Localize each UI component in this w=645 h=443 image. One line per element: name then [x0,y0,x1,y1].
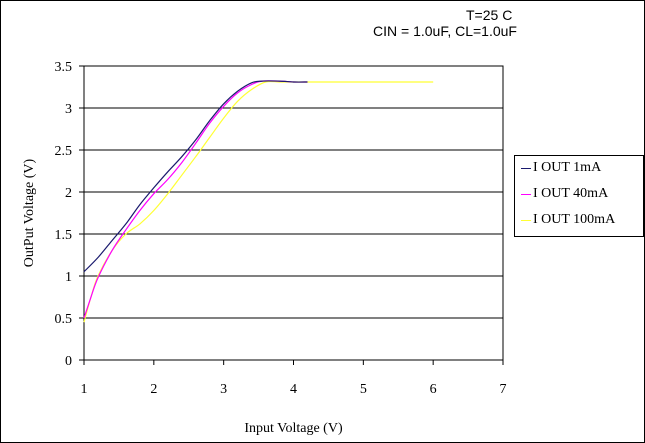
plot-area-border [83,65,504,361]
x-tick-label: 3 [220,382,227,397]
x-tick-label: 1 [81,382,88,397]
gridlines [84,107,503,319]
y-tick-label: 2 [65,186,72,201]
series-line-40mA [83,80,308,319]
x-axis-ticks: 1 2 3 4 5 6 7 [81,360,507,397]
legend-label-40mA: I OUT 40mA [533,186,609,201]
x-tick-label: 5 [360,382,367,397]
legend: I OUT 1mA I OUT 40mA I OUT 100mA [514,155,644,237]
y-tick-label: 0.5 [55,312,73,327]
temperature-annotation: T=25 C [466,7,513,23]
legend-swatch-1mA [521,167,531,169]
series-lines [83,80,434,323]
legend-item-40mA: I OUT 40mA [521,184,608,204]
y-tick-label: 1.5 [55,228,73,243]
capacitance-annotation: CIN = 1.0uF, CL=1.0uF [373,23,517,39]
legend-swatch-100mA [521,219,531,221]
y-tick-label: 3.5 [55,60,73,75]
y-tick-label: 2.5 [55,144,73,159]
y-tick-label: 0 [65,354,72,369]
x-tick-label: 2 [150,382,157,397]
series-line-1mA [83,80,308,273]
x-axis-title: Input Voltage (V) [244,421,343,436]
series-line-100mA [83,80,434,323]
legend-label-100mA: I OUT 100mA [533,212,616,227]
y-tick-label: 3 [65,102,72,117]
x-tick-label: 6 [430,382,437,397]
legend-item-1mA: I OUT 1mA [521,158,601,178]
y-axis-title: OutPut Voltage (V) [22,158,37,267]
x-tick-label: 4 [290,382,297,397]
x-tick-label: 7 [500,382,507,397]
y-tick-label: 1 [65,270,72,285]
legend-label-1mA: I OUT 1mA [533,160,602,175]
legend-swatch-40mA [521,193,531,195]
y-axis-ticks: 0 0.5 1 1.5 2 2.5 3 3.5 [55,60,84,369]
legend-item-100mA: I OUT 100mA [521,210,615,230]
